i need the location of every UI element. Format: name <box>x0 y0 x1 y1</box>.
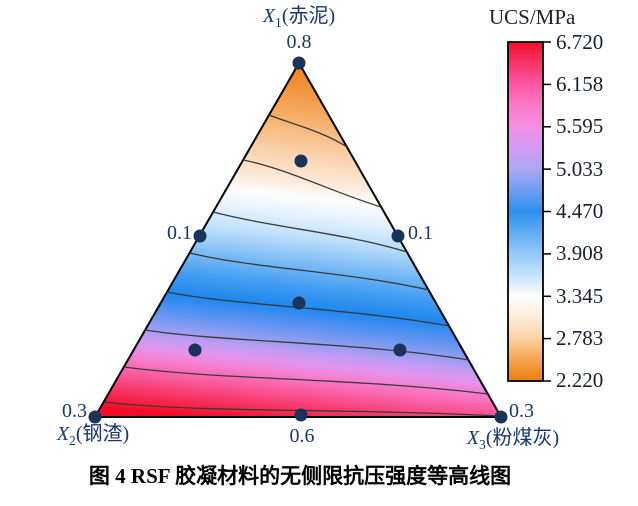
contour-line <box>103 401 502 417</box>
contour-line <box>268 114 348 148</box>
design-point <box>188 343 202 357</box>
axis-x3-name: (粉煤灰) <box>485 427 560 449</box>
axis-x1-subscript: 1 <box>275 15 282 30</box>
tick-bottom-right: 0.3 <box>509 400 534 422</box>
colorbar-gradient <box>507 41 544 382</box>
axis-x1-symbol: X <box>262 5 276 27</box>
colorbar-tick-label: 5.595 <box>556 114 604 138</box>
colorbar-tick-label: 5.033 <box>556 157 604 181</box>
design-points <box>88 56 508 424</box>
axis-label-x3: X3(粉煤灰) <box>466 427 560 451</box>
design-point <box>88 410 102 424</box>
design-point <box>494 410 508 424</box>
colorbar-tick-label: 4.470 <box>556 199 604 223</box>
contour-line <box>144 329 470 361</box>
colorbar-tick-label: 3.908 <box>556 241 604 265</box>
tick-bottom-left: 0.3 <box>62 400 87 422</box>
axis-x2-name: (钢渣) <box>75 423 130 445</box>
design-point <box>292 296 306 310</box>
tick-right-edge: 0.1 <box>408 222 433 244</box>
colorbar-title: UCS/MPa <box>489 5 576 29</box>
design-point <box>292 56 306 70</box>
tick-apex: 0.8 <box>286 31 312 53</box>
axis-label-x1: X1(赤泥) <box>262 5 336 29</box>
tick-left-edge: 0.1 <box>167 222 192 244</box>
contour-line <box>123 366 489 395</box>
axis-x1-name: (赤泥) <box>281 5 336 27</box>
axis-label-x2: X2(钢渣) <box>56 423 130 447</box>
axis-x3-subscript: 3 <box>479 437 486 452</box>
contour-line <box>212 211 408 253</box>
design-point <box>393 343 407 357</box>
design-point <box>294 408 308 422</box>
figure-caption: 图 4 RSF 胶凝材料的无侧限抗压强度等高线图 <box>88 464 512 488</box>
colorbar-tick-label: 2.220 <box>556 368 604 392</box>
axis-x2-symbol: X <box>56 423 70 445</box>
axis-x3-symbol: X <box>466 427 480 449</box>
design-point <box>193 229 207 243</box>
tick-bottom-center: 0.6 <box>289 425 315 447</box>
colorbar-tick-label: 6.158 <box>556 72 604 96</box>
colorbar-tick-label: 2.783 <box>556 326 604 350</box>
colorbar-tick-label: 6.720 <box>556 30 604 54</box>
colorbar-tick-label: 3.345 <box>556 284 604 308</box>
contour-line <box>189 252 430 291</box>
colorbar-tick-marks <box>543 41 551 382</box>
design-point <box>391 229 405 243</box>
axis-x2-subscript: 2 <box>69 433 76 448</box>
design-point <box>294 154 308 168</box>
contour-line <box>242 159 382 208</box>
